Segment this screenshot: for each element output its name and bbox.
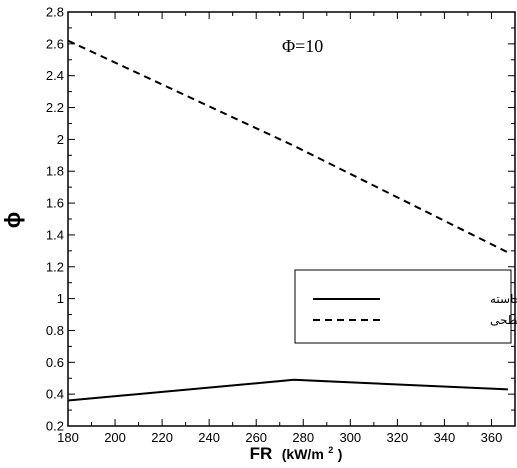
y-axis-title: ϕ	[0, 212, 25, 229]
y-tick-label: 1	[57, 291, 64, 306]
y-tick-label: 1.8	[46, 164, 64, 179]
x-tick-label: 200	[104, 430, 126, 445]
x-axis-title-unit: (kW/m	[282, 446, 324, 462]
y-tick-label: 2.2	[46, 100, 64, 115]
surface-flame-line	[67, 39, 509, 254]
y-tick-label: 2.8	[46, 5, 64, 20]
x-axis-title-unit-close: )	[338, 446, 343, 462]
x-tick-label: 340	[434, 430, 456, 445]
y-tick-label: 2.6	[46, 36, 64, 51]
x-tick-label: 280	[292, 430, 314, 445]
x-axis-ticks: 180 200 220 240 260 280 300 320 340 360	[57, 12, 502, 445]
y-axis-ticks: 0.2 0.4 0.6 0.8 1 1.2 1.4 1.6 1.8 2 2.2 2.4 2.6 2.8	[46, 5, 515, 434]
x-tick-label: 300	[339, 430, 361, 445]
y-tick-label: 0.4	[46, 387, 64, 402]
x-axis-title-unit-sup: 2	[328, 445, 333, 455]
y-tick-label: 1.4	[46, 227, 64, 242]
lifted-flame-line	[67, 378, 508, 402]
legend: شعله‌ی برخاسته شعله‌ی سطحی	[294, 269, 517, 344]
plot-frame	[67, 11, 516, 427]
x-tick-label: 360	[481, 430, 503, 445]
y-tick-label: 1.6	[46, 196, 64, 211]
y-tick-label: 0.8	[46, 323, 64, 338]
x-tick-label: 240	[198, 430, 220, 445]
phi-annotation: Φ=10	[282, 36, 323, 56]
y-tick-label: 0.2	[46, 419, 64, 434]
plot-series	[67, 39, 509, 402]
x-axis-title-name: FR	[250, 444, 273, 463]
x-tick-label: 260	[245, 430, 267, 445]
y-tick-label: 0.6	[46, 355, 64, 370]
y-tick-label: 2	[57, 132, 64, 147]
y-tick-label: 1.2	[46, 259, 64, 274]
x-tick-label: 180	[57, 430, 79, 445]
legend-label-lifted-flame: شعله‌ی برخاسته	[490, 292, 517, 307]
x-axis-title: FR (kW/m 2 )	[250, 440, 343, 463]
x-tick-label: 220	[151, 430, 173, 445]
legend-box	[294, 269, 512, 344]
x-tick-label: 320	[387, 430, 409, 445]
legend-label-surface-flame: شعله‌ی سطحی	[490, 313, 517, 327]
y-tick-label: 2.4	[46, 68, 64, 83]
